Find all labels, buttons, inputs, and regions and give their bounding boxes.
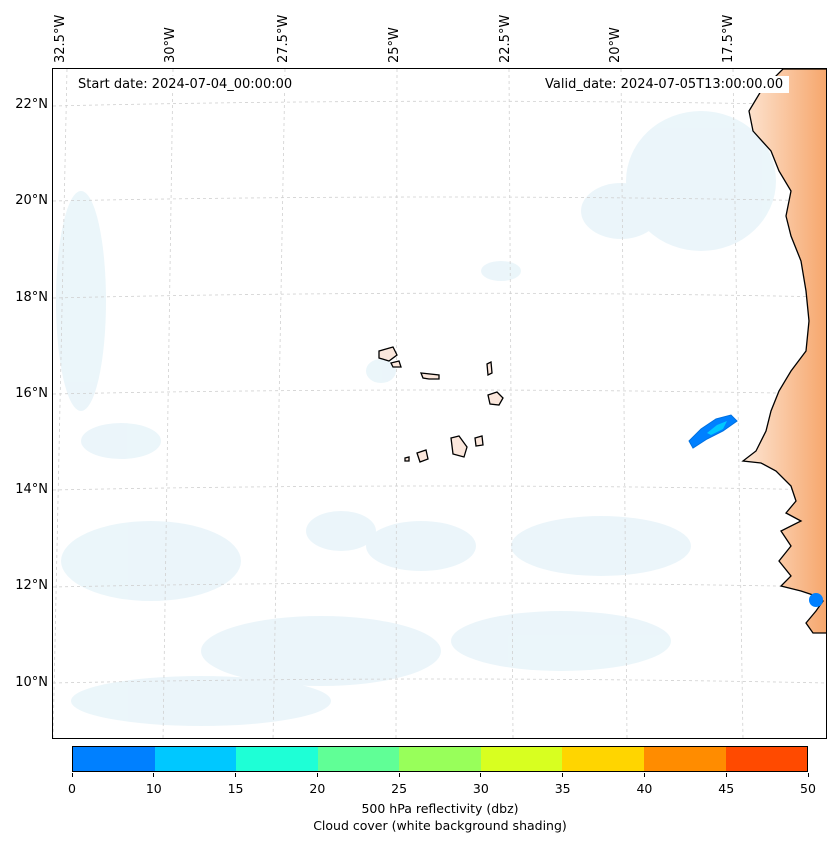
cloud-patch: [481, 261, 521, 281]
lon-label-32.5w: 32.5°W: [53, 14, 68, 63]
cloud-patch: [366, 521, 476, 571]
colorbar-segment: [73, 747, 155, 771]
lon-label-27.5w: 27.5°W: [276, 14, 291, 63]
cloud-patch: [626, 111, 776, 251]
island-sal: [486, 360, 493, 377]
lat-label-10n: 10°N: [15, 675, 48, 690]
cloud-patch: [201, 616, 441, 686]
colorbar-segment: [236, 747, 318, 771]
cloud-patch: [56, 191, 106, 411]
reflectivity-dot: [809, 593, 823, 607]
lon-line-22.5w: [508, 69, 514, 738]
lat-line-20n: [53, 196, 826, 202]
cloud-patch: [61, 521, 241, 601]
colorbar-segment: [643, 747, 726, 771]
lon-line-27.5w: [272, 69, 286, 738]
colorbar-tick: [398, 773, 400, 777]
colorbar-tick: [643, 773, 645, 777]
colorbar-segment: [317, 747, 400, 771]
colorbar-segment: [480, 747, 563, 771]
colorbar-sublabel: Cloud cover (white background shading): [313, 818, 567, 833]
lon-label-17.5w: 17.5°W: [721, 14, 736, 63]
colorbar-tick: [562, 773, 564, 777]
lat-line-18n: [53, 292, 826, 299]
lon-label-30w: 30°W: [163, 27, 178, 63]
colorbar-tick: [480, 773, 482, 777]
cloud-patch: [451, 611, 671, 671]
lon-line-25w: [395, 69, 398, 738]
start-date-label: Start date: 2024-07-04_00:00:00: [72, 76, 299, 93]
island-santiago: [450, 435, 468, 458]
lat-label-14n: 14°N: [15, 482, 48, 497]
cape-verde-islands: [378, 346, 504, 463]
colorbar-label: 500 hPa reflectivity (dbz): [361, 801, 519, 816]
lat-label-16n: 16°N: [15, 386, 48, 401]
cloud-patch: [581, 183, 661, 239]
cloud-patch: [81, 423, 161, 459]
colorbar-segment: [399, 747, 481, 771]
colorbar-segment: [154, 747, 237, 771]
colorbar-tick: [71, 773, 73, 777]
colorbar-tick-label: 0: [68, 781, 76, 796]
island-santo-antao: [378, 346, 398, 362]
colorbar-tick-label: 15: [227, 781, 244, 796]
colorbar-tick-label: 25: [391, 781, 408, 796]
lon-line-20w: [620, 69, 628, 738]
colorbar-tick-label: 30: [472, 781, 489, 796]
colorbar-tick: [725, 773, 727, 777]
cloud-patch: [511, 516, 691, 576]
lat-line-22n: [53, 100, 826, 107]
island-fogo: [416, 449, 429, 463]
island-brava: [404, 456, 410, 462]
lon-line-17.5w: [732, 69, 744, 738]
graticule: [53, 69, 826, 738]
reflectivity-cell-10-15: [707, 421, 727, 435]
island-sao-vicente: [390, 360, 402, 368]
island-boa-vista: [487, 391, 504, 406]
map-canvas: [53, 69, 826, 738]
island-sao-nicolau: [419, 372, 440, 380]
lon-label-22.5w: 22.5°W: [498, 14, 513, 63]
colorbar-tick: [807, 773, 809, 777]
colorbar-tick-label: 50: [800, 781, 816, 796]
colorbar-segment: [725, 747, 808, 771]
colorbar-tick-label: 45: [718, 781, 735, 796]
colorbar-tick-label: 35: [554, 781, 571, 796]
colorbar: [72, 746, 808, 772]
lat-line-14n: [53, 485, 826, 491]
reflectivity-echoes: [688, 414, 823, 607]
colorbar-tick-label: 20: [309, 781, 326, 796]
cloud-patch: [71, 676, 331, 726]
lat-label-20n: 20°N: [15, 193, 48, 208]
lat-label-22n: 22°N: [15, 97, 48, 112]
lon-label-25w: 25°W: [387, 27, 402, 63]
colorbar-tick: [153, 773, 155, 777]
colorbar-tick-label: 40: [636, 781, 653, 796]
colorbar-tick-label: 10: [145, 781, 162, 796]
lat-line-16n: [53, 389, 826, 395]
lat-line-12n: [53, 582, 826, 588]
map-panel[interactable]: [52, 68, 827, 739]
colorbar-segment: [562, 747, 644, 771]
cloud-patch: [366, 359, 396, 383]
island-maio: [474, 435, 484, 447]
colorbar-tick: [235, 773, 237, 777]
cloud-patch: [306, 511, 376, 551]
lat-label-12n: 12°N: [15, 578, 48, 593]
lon-line-32.5w: [53, 69, 68, 738]
lat-label-18n: 18°N: [15, 290, 48, 305]
colorbar-tick: [316, 773, 318, 777]
lon-line-30w: [162, 69, 174, 738]
lon-label-20w: 20°W: [608, 27, 623, 63]
cloud-cover-shading: [56, 111, 776, 726]
valid-date-label: Valid_date: 2024-07-05T13:00:00.00: [539, 76, 790, 93]
